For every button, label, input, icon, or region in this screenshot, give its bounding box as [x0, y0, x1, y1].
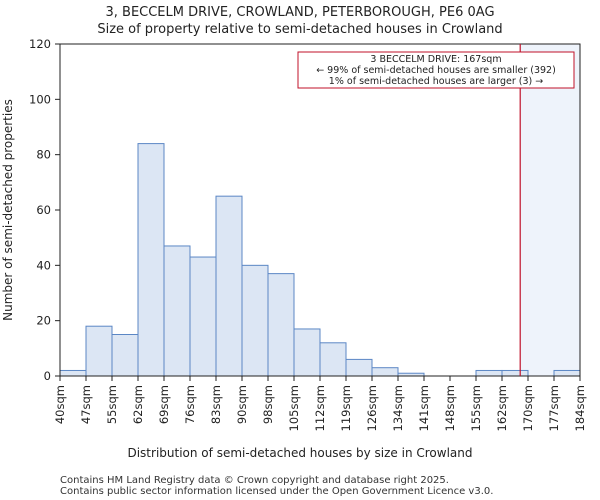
bar-47sqm: [85, 325, 113, 377]
bars-group: [59, 143, 581, 377]
x-tick-label: 98sqm: [261, 385, 275, 424]
x-tick-label: 170sqm: [521, 385, 535, 431]
x-tick-label: 90sqm: [235, 385, 249, 424]
footer-line1: Contains HM Land Registry data © Crown c…: [60, 475, 449, 486]
bar-76sqm: [189, 256, 217, 377]
annotation-frame: [297, 51, 575, 89]
x-tick-label: 119sqm: [339, 385, 353, 431]
annotation-line1: 3 BECCELM DRIVE: 167sqm: [370, 54, 501, 65]
bar-83sqm: [215, 195, 243, 377]
bar-162sqm: [501, 369, 529, 377]
bar-98sqm: [267, 273, 295, 377]
chart-title-line2: Size of property relative to semi-detach…: [97, 22, 502, 37]
bar-126sqm: [371, 367, 399, 377]
bar-119sqm: [345, 358, 373, 377]
bar-55sqm: [111, 334, 139, 377]
annotation-line2: ← 99% of semi-detached houses are smalle…: [316, 65, 556, 76]
x-tick-label: 62sqm: [131, 385, 145, 424]
bar-177sqm: [553, 369, 581, 377]
y-tick-label: 20: [36, 314, 51, 328]
x-tick-label: 141sqm: [417, 385, 431, 431]
x-tick-label: 126sqm: [365, 385, 379, 431]
x-tick-label: 184sqm: [573, 385, 587, 431]
x-tick-label: 76sqm: [183, 385, 197, 424]
x-axis: 40sqm 47sqm 55sqm 62sqm 69sqm 76sqm 83sqm 90sqm…: [53, 376, 587, 431]
x-axis-title: Distribution of semi-detached houses by …: [127, 446, 472, 460]
x-tick-label: 134sqm: [391, 385, 405, 431]
x-tick-label: 162sqm: [495, 385, 509, 431]
x-tick-label: 105sqm: [287, 385, 301, 431]
bar-112sqm: [319, 342, 347, 377]
x-tick-label: 177sqm: [547, 385, 561, 431]
y-tick-label: 40: [36, 258, 51, 272]
y-tick-label: 120: [29, 37, 51, 51]
footer-line2: Contains public sector information licen…: [60, 486, 493, 497]
x-tick-label: 83sqm: [209, 385, 223, 424]
x-tick-label: 55sqm: [105, 385, 119, 424]
annotation-box: 3 BECCELM DRIVE: 167sqm ← 99% of semi-de…: [297, 51, 575, 89]
bar-105sqm: [293, 328, 321, 377]
y-tick-label: 60: [36, 203, 51, 217]
y-axis: 0 20 40 60 80 100 120: [29, 37, 60, 383]
y-tick-label: 100: [29, 92, 51, 106]
x-tick-label: 40sqm: [53, 385, 67, 424]
y-tick-label: 0: [44, 369, 51, 383]
y-tick-label: 80: [36, 148, 51, 162]
highlight-region: [520, 44, 580, 376]
x-tick-label: 69sqm: [157, 385, 171, 424]
bar-90sqm: [241, 264, 269, 377]
bar-62sqm: [137, 143, 165, 377]
bar-69sqm: [163, 245, 191, 377]
chart-title-line1: 3, BECCELM DRIVE, CROWLAND, PETERBOROUGH…: [105, 5, 494, 20]
y-axis-title: Number of semi-detached properties: [1, 99, 15, 321]
x-tick-label: 155sqm: [469, 385, 483, 431]
bar-40sqm: [59, 369, 87, 377]
x-tick-label: 112sqm: [313, 385, 327, 431]
annotation-line3: 1% of semi-detached houses are larger (3…: [329, 76, 543, 87]
x-tick-label: 148sqm: [443, 385, 457, 431]
x-tick-label: 47sqm: [79, 385, 93, 424]
bar-155sqm: [475, 369, 503, 377]
